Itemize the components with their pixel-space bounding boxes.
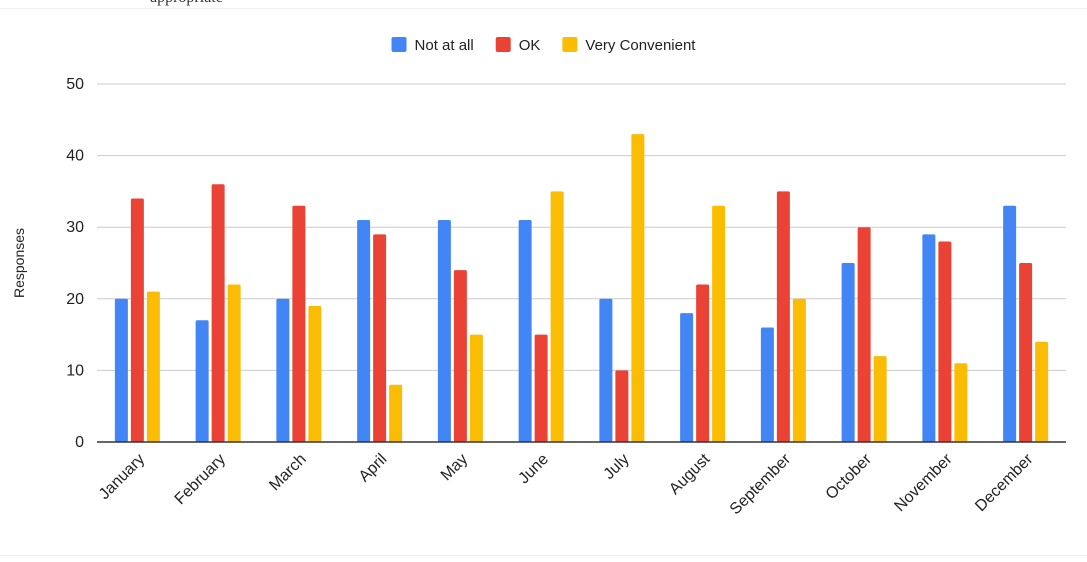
x-tick-label: April (356, 451, 391, 486)
x-tick-label: November (891, 450, 956, 515)
legend-label: OK (519, 37, 541, 54)
bar-ok-october (857, 227, 871, 442)
bar-ok-november (938, 241, 952, 442)
bar-ok-february (211, 184, 225, 443)
legend-swatch (562, 37, 578, 52)
bar-ok-may (453, 270, 467, 442)
bar-ok-january (130, 198, 144, 442)
bar-not-at-all-december (1003, 205, 1017, 442)
chart-legend: Not at all OK Very Convenient (391, 37, 696, 54)
gridlines (97, 83, 1066, 371)
bar-very-convenient-february (227, 284, 241, 442)
bar-not-at-all-july (599, 298, 613, 442)
bar-very-convenient-july (631, 134, 645, 442)
x-tick-label: January (96, 451, 148, 503)
y-tick-label: 20 (66, 291, 84, 308)
bar-not-at-all-january (114, 298, 128, 442)
bar-very-convenient-october (873, 356, 887, 442)
bar-not-at-all-august (680, 313, 694, 442)
header-fragment: appropriate (150, 0, 223, 7)
bar-not-at-all-april (357, 220, 371, 442)
bar-ok-march (292, 205, 306, 442)
bar-ok-august (696, 284, 710, 442)
legend-label: Very Convenient (585, 37, 696, 54)
bar-not-at-all-september (760, 327, 774, 442)
bar-not-at-all-may (437, 220, 451, 442)
x-tick-label: July (601, 451, 633, 483)
bar-not-at-all-june (518, 220, 532, 442)
bar-ok-april (373, 234, 387, 442)
bar-very-convenient-august (712, 205, 726, 442)
legend-swatch (391, 37, 407, 52)
legend-swatch (495, 37, 511, 52)
bars (114, 134, 1049, 443)
top-strip: appropriate (0, 0, 1087, 9)
bar-very-convenient-march (308, 305, 322, 442)
bar-very-convenient-may (469, 334, 483, 442)
bar-ok-july (615, 370, 629, 442)
bar-very-convenient-september (792, 298, 806, 442)
x-tick-label: March (266, 451, 309, 494)
x-tick-label: June (515, 451, 552, 488)
x-tick-label: December (972, 450, 1037, 515)
bar-not-at-all-february (195, 320, 209, 442)
x-tick-label: September (727, 450, 795, 518)
y-tick-label: 50 (66, 76, 84, 93)
bar-ok-september (776, 191, 790, 442)
bar-ok-june (534, 334, 548, 442)
x-tick-label: October (823, 450, 876, 503)
x-tick-label: May (438, 451, 471, 484)
bar-very-convenient-november (954, 363, 968, 442)
bottom-divider (0, 555, 1087, 556)
bar-very-convenient-june (550, 191, 564, 442)
legend-label: Not at all (415, 37, 474, 54)
x-tick-label: August (666, 450, 714, 498)
bar-chart: Not at all OK Very Convenient 01020304050 … (11, 37, 1066, 518)
y-tick-label: 10 (66, 362, 84, 379)
y-axis-ticks: 0 10 20 30 40 50 (66, 76, 84, 451)
bar-very-convenient-january (146, 291, 160, 442)
bar-very-convenient-december (1035, 341, 1049, 442)
y-axis-title: Responses (11, 228, 27, 298)
bar-ok-december (1019, 263, 1033, 442)
bar-not-at-all-november (922, 234, 936, 442)
y-tick-label: 30 (66, 219, 84, 236)
x-tick-label: February (172, 451, 229, 508)
x-axis-ticks: January February March April May June July Augu… (96, 450, 1037, 518)
chart-card: Not at all OK Very Convenient 0 10 20 30 40 50 … (0, 9, 1087, 554)
bar-not-at-all-october (841, 263, 855, 442)
y-tick-label: 40 (66, 148, 84, 165)
y-tick-label: 0 (75, 434, 84, 451)
bar-not-at-all-march (276, 298, 290, 442)
bar-very-convenient-april (389, 384, 403, 442)
